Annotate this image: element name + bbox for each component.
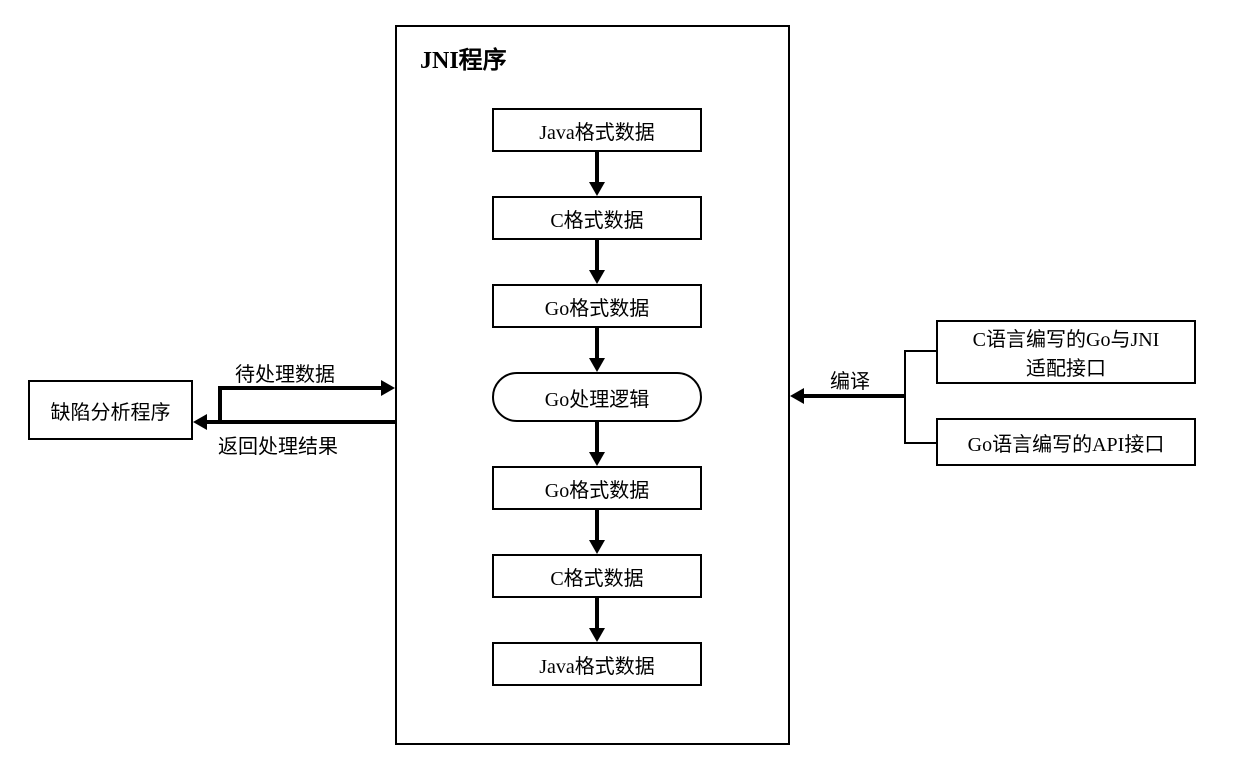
arrow-line [595,510,599,540]
arrow-line [595,152,599,182]
compile-label: 编译 [830,365,870,394]
node-label: Java格式数据 [539,650,655,679]
node-c-data-2: C格式数据 [492,554,702,598]
node-java-data-1: Java格式数据 [492,108,702,152]
node-c-data-1: C格式数据 [492,196,702,240]
arrow-head [381,380,395,396]
go-api-box: Go语言编写的API接口 [936,418,1196,466]
arrow-line [804,394,904,398]
node-label: Go格式数据 [545,292,649,321]
box-label-line1: C语言编写的Go与JNI [973,323,1160,352]
arrow-head [790,388,804,404]
node-label: Java格式数据 [539,116,655,145]
arrow-head [193,414,207,430]
node-label: Go格式数据 [545,474,649,503]
arrow-connector [218,386,222,424]
arrow-head [589,628,605,642]
left-label-bottom: 返回处理结果 [218,430,338,459]
arrow-head [589,540,605,554]
arrow-head [589,270,605,284]
c-go-jni-box: C语言编写的Go与JNI 适配接口 [936,320,1196,384]
defect-label: 缺陷分析程序 [51,396,171,425]
arrow-line [207,420,395,424]
node-label: C格式数据 [550,562,643,591]
node-go-data-2: Go格式数据 [492,466,702,510]
bracket-line [904,350,936,352]
defect-analysis-box: 缺陷分析程序 [28,380,193,440]
left-label-top: 待处理数据 [235,358,335,387]
bracket-line [904,442,936,444]
arrow-line [595,598,599,628]
arrow-head [589,358,605,372]
jni-title: JNI程序 [420,40,507,75]
node-label: C格式数据 [550,204,643,233]
node-go-logic: Go处理逻辑 [492,372,702,422]
arrow-head [589,452,605,466]
node-java-data-2: Java格式数据 [492,642,702,686]
box-label-line2: 适配接口 [1026,352,1106,381]
arrow-line [595,240,599,270]
arrow-line [595,328,599,358]
bracket-line [904,350,906,444]
diagram-container: JNI程序 Java格式数据 C格式数据 Go格式数据 Go处理逻辑 Go格式数… [0,0,1240,784]
node-label: Go处理逻辑 [545,383,649,412]
box-label: Go语言编写的API接口 [968,428,1165,457]
node-go-data-1: Go格式数据 [492,284,702,328]
arrow-head [589,182,605,196]
arrow-line [595,422,599,452]
